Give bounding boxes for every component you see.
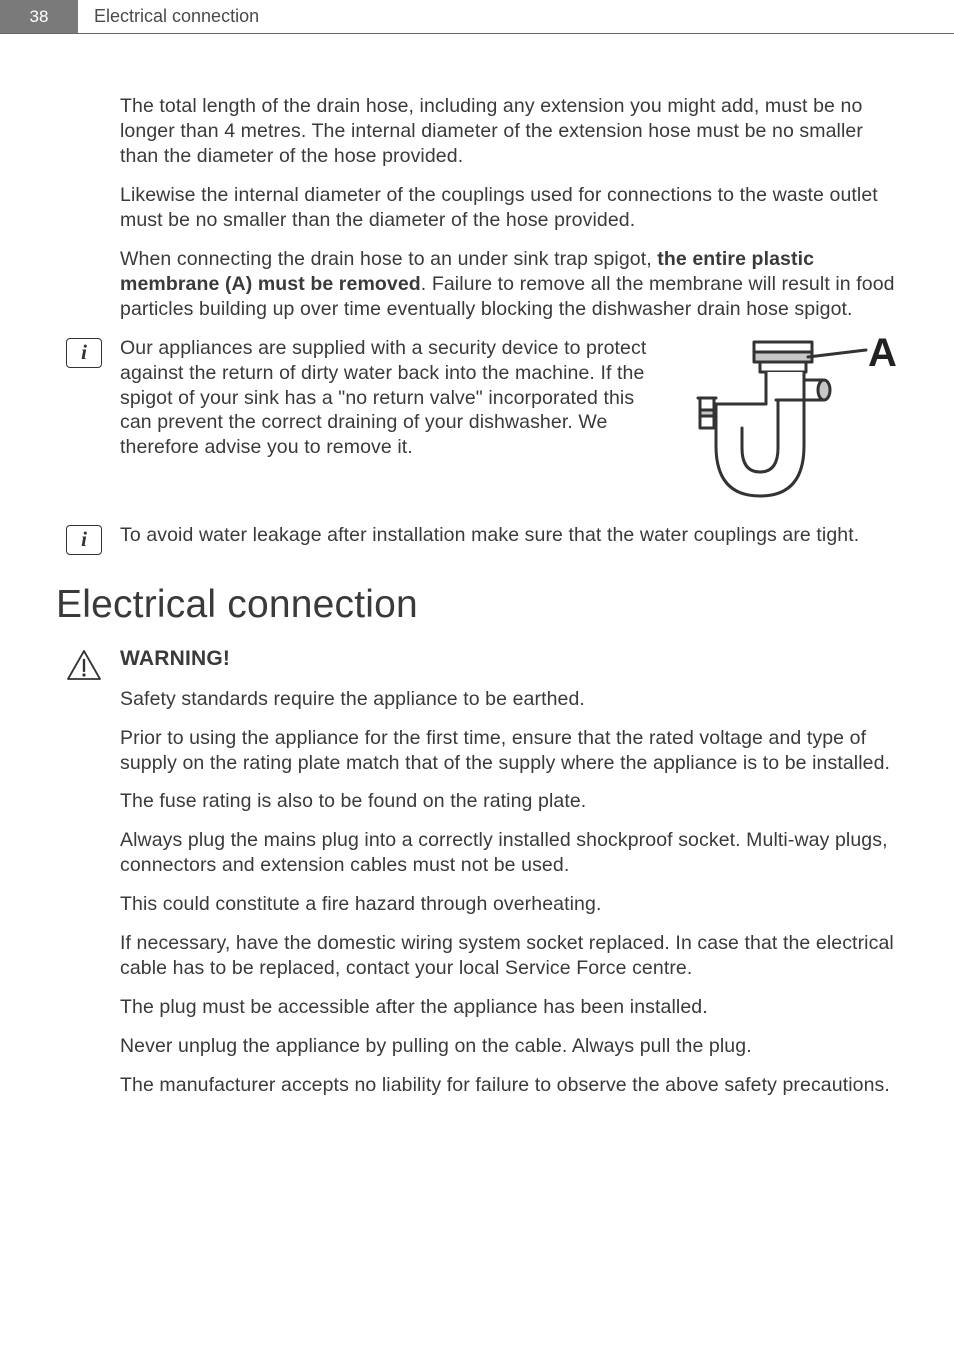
note-water-leakage: i To avoid water leakage after installat… [56,523,898,555]
page-header: 38 Electrical connection [0,0,954,34]
note2-text: To avoid water leakage after installatio… [120,523,859,548]
info-icon-col: i [56,336,120,368]
w3: The fuse rating is also to be found on t… [120,789,898,814]
info-icon: i [66,525,102,555]
page-number: 38 [0,0,78,33]
warning-label: WARNING! [120,647,230,671]
w9: The manufacturer accepts no liability fo… [120,1073,898,1098]
warning-triangle-icon [66,649,102,681]
p3-lead: When connecting the drain hose to an und… [120,248,657,270]
paragraph-membrane: When connecting the drain hose to an und… [120,247,898,322]
w4: Always plug the mains plug into a correc… [120,828,898,878]
w6: If necessary, have the domestic wiring s… [120,931,898,981]
figure-label-A: A [868,336,897,375]
info-icon-col-2: i [56,523,120,555]
section-heading: Electrical connection [56,583,898,627]
note-security-device: i Our appliances are supplied with a sec… [56,336,898,511]
w2: Prior to using the appliance for the fir… [120,726,898,776]
page-content: The total length of the drain hose, incl… [0,34,954,1098]
warning-icon-col [56,647,120,681]
sink-trap-figure: A [668,336,898,511]
paragraph-coupling-diameter: Likewise the internal diameter of the co… [120,183,898,233]
info-icon: i [66,338,102,368]
header-section-title: Electrical connection [78,0,259,33]
w1: Safety standards require the appliance t… [120,687,898,712]
w8: Never unplug the appliance by pulling on… [120,1034,898,1059]
paragraph-hose-length: The total length of the drain hose, incl… [120,94,898,169]
note1-text: Our appliances are supplied with a secur… [120,336,668,461]
w7: The plug must be accessible after the ap… [120,995,898,1020]
warning-header-row: WARNING! [56,647,898,681]
w5: This could constitute a fire hazard thro… [120,892,898,917]
